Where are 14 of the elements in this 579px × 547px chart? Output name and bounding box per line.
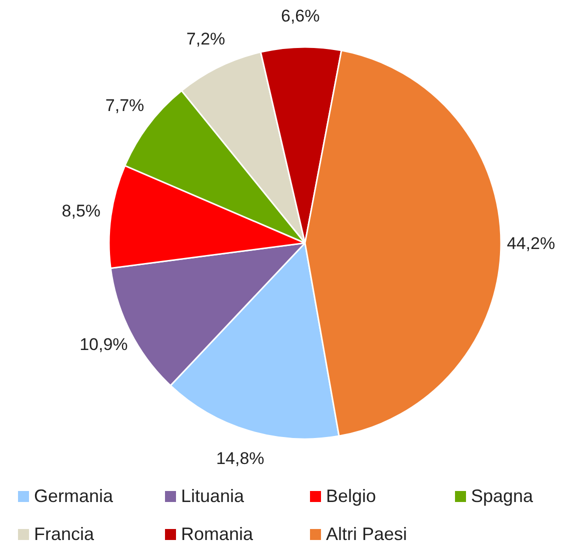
data-label: 6,6% xyxy=(281,6,320,26)
data-label: 7,7% xyxy=(105,96,144,116)
data-label: 7,2% xyxy=(186,29,226,48)
legend-label: Spagna xyxy=(471,486,534,506)
legend-label: Altri Paesi xyxy=(326,524,408,544)
data-label: 10,9% xyxy=(80,335,128,354)
legend-label: Francia xyxy=(34,524,96,544)
legend-label: Lituania xyxy=(181,486,246,506)
legend-label: Germania xyxy=(34,486,114,506)
data-label: 14,8% xyxy=(216,448,264,468)
data-label: 8,5% xyxy=(62,201,101,220)
legend-label: Romania xyxy=(181,524,254,544)
legend-label: Belgio xyxy=(326,486,376,506)
data-label: 44,2% xyxy=(506,234,556,253)
